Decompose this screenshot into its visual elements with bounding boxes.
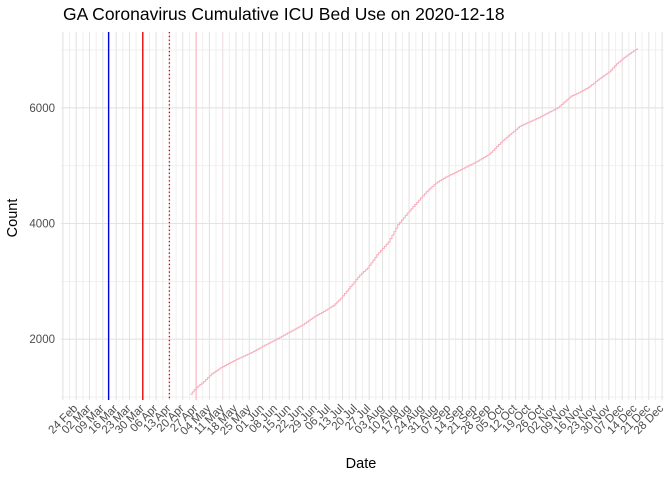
event-annotation-lines xyxy=(107,32,224,400)
minor-gridlines xyxy=(61,32,664,400)
y-tick-label: 6000 xyxy=(29,103,55,115)
y-tick-label: 2000 xyxy=(29,334,55,346)
chart-title: GA Coronavirus Cumulative ICU Bed Use on… xyxy=(63,4,505,24)
y-axis-tick-labels: 2000 4000 6000 xyxy=(29,103,55,346)
cumulative-icu-line xyxy=(190,48,638,395)
y-tick-label: 4000 xyxy=(29,219,55,231)
y-axis-title: Count xyxy=(5,199,21,238)
x-axis-title: Date xyxy=(346,456,377,472)
